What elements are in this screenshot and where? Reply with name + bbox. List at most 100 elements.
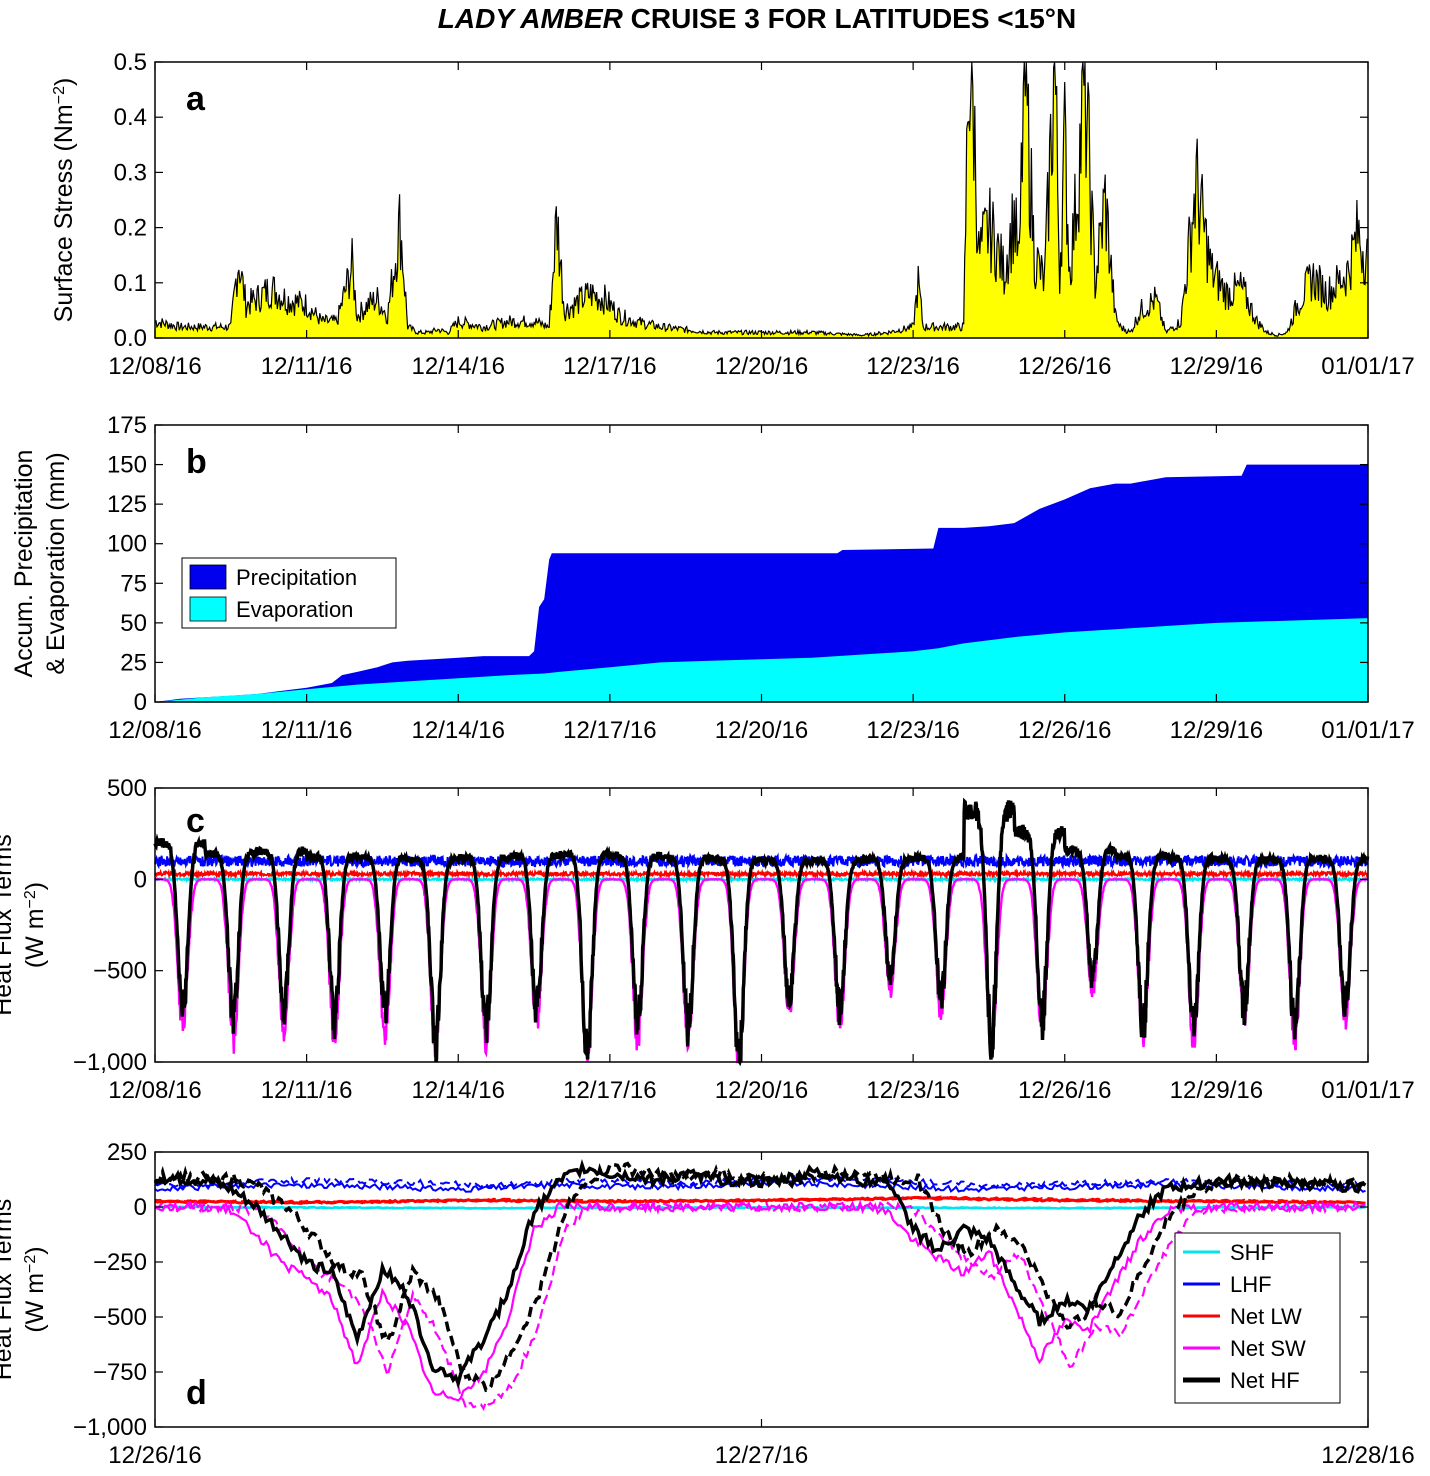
chart-title: LADY AMBER CRUISE 3 FOR LATITUDES <15°N xyxy=(438,3,1076,34)
legend-label-evaporation: Evaporation xyxy=(236,597,353,622)
panel-b-xtick-label: 12/17/16 xyxy=(563,717,656,744)
panel-b-ytick-label: 125 xyxy=(107,491,147,518)
legend-box xyxy=(1174,1232,1341,1404)
panel-c-ylabel-line1: Heat Flux Terms xyxy=(0,834,17,1016)
panel-a-ylabel-superscript: −2 xyxy=(51,86,68,104)
panel-a-ylabel-line1: Surface Stress (Nm−2) xyxy=(50,78,78,323)
panel-a-xtick-label: 12/11/16 xyxy=(261,353,353,380)
panel-c-xtick-label: 12/26/16 xyxy=(1018,1077,1111,1104)
net-hf-line xyxy=(153,1159,1367,1389)
panel-b-xtick-label: 12/08/16 xyxy=(108,717,201,744)
legend-swatch-evaporation xyxy=(189,596,227,622)
panel-a-xtick-label: 12/08/16 xyxy=(108,353,201,380)
surface-stress-area xyxy=(155,62,1368,338)
net-sw-line xyxy=(155,878,1368,1064)
legend-label-lhf: LHF xyxy=(1230,1272,1272,1297)
panel-d-label: d xyxy=(186,1374,207,1412)
panel-b-accumulated-precip-evap: 0 25 50 75 100 125 150 175 12/08/16 12/11/16 12/14… xyxy=(10,412,1415,744)
panel-c-ylabel-text: (W m xyxy=(21,908,49,968)
panel-d-ylabel-line1: Heat Flux Terms xyxy=(0,1199,17,1381)
panel-b-ytick-label: 0 xyxy=(134,689,147,716)
panel-b-ylabel-line1: Accum. Precipitation xyxy=(10,450,38,678)
panel-c-ylabel-superscript: −2 xyxy=(22,890,39,908)
panel-c-xtick-label: 01/01/17 xyxy=(1321,1077,1414,1104)
panel-a-ytick-label: 0.0 xyxy=(114,325,147,352)
panel-b-xtick-label: 12/11/16 xyxy=(261,717,353,744)
panel-b-xtick-label: 12/26/16 xyxy=(1018,717,1111,744)
net-lw-dashed-line xyxy=(154,1195,1366,1205)
panel-d-ylabel-text: (W m xyxy=(21,1273,49,1333)
panel-d-legend: SHF LHF Net LW Net SW Net HF xyxy=(1174,1232,1341,1404)
panel-b-ytick-label: 100 xyxy=(107,531,147,558)
panel-c-ylabel-line2: (W m−2) xyxy=(21,882,49,968)
panel-b-xtick-label: 12/29/16 xyxy=(1170,717,1263,744)
panel-c-ylabel-text-end: ) xyxy=(21,882,49,890)
panel-a-xtick-label: 12/29/16 xyxy=(1170,353,1263,380)
panel-a-ytick-label: 0.5 xyxy=(114,49,147,76)
panel-c-ytick-label: 0 xyxy=(134,866,147,893)
chart-title-italic: LADY AMBER xyxy=(438,3,624,34)
panel-b-ytick-label: 175 xyxy=(107,412,147,439)
panel-d-ytick-label: −500 xyxy=(93,1304,147,1331)
panel-c-xtick-label: 12/17/16 xyxy=(563,1077,656,1104)
panel-c-label: c xyxy=(186,802,205,840)
panel-c-ytick-label: 500 xyxy=(107,775,147,802)
panel-b-ytick-label: 75 xyxy=(120,570,147,597)
panel-b-ytick-label: 25 xyxy=(120,649,147,676)
panel-a-label: a xyxy=(186,80,206,118)
panel-d-xtick-label: 12/27/16 xyxy=(715,1442,808,1469)
panel-a-xtick-label: 12/23/16 xyxy=(866,353,959,380)
net-hf-line xyxy=(153,797,1370,1067)
panel-b-xtick-label: 12/20/16 xyxy=(715,717,808,744)
panel-d-ytick-label: 0 xyxy=(134,1194,147,1221)
panel-c-xtick-label: 12/23/16 xyxy=(866,1077,959,1104)
panel-a-surface-stress: 0.0 0.1 0.2 0.3 0.4 0.5 12/08/16 12/11/16 12/14/… xyxy=(50,49,1415,380)
legend-label-precipitation: Precipitation xyxy=(236,565,357,590)
panel-b-ylabel-text: Accum. Precipitation xyxy=(10,450,38,678)
panel-d-ylabel-text: Heat Flux Terms xyxy=(0,1199,17,1381)
legend-label-net-lw: Net LW xyxy=(1230,1304,1302,1329)
legend-label-net-hf: Net HF xyxy=(1230,1368,1300,1393)
panel-c-xtick-label: 12/29/16 xyxy=(1170,1077,1263,1104)
panel-c-xtick-label: 12/14/16 xyxy=(412,1077,505,1104)
evaporation-area xyxy=(155,618,1368,702)
panel-b-ylabel-line2: & Evaporation (mm) xyxy=(42,452,70,674)
panel-b-ylabel-text: & Evaporation (mm) xyxy=(42,452,70,674)
panel-d-ytick-label: 250 xyxy=(107,1139,147,1166)
legend-label-shf: SHF xyxy=(1230,1240,1274,1265)
panel-d-ytick-label: −250 xyxy=(93,1249,147,1276)
panel-d-heat-flux-zoom: −1,000 −750 −500 −250 0 250 12/26/16 12/27/16 12… xyxy=(0,1139,1415,1469)
panel-b-legend: Precipitation Evaporation xyxy=(181,557,397,629)
panel-a-xtick-label: 01/01/17 xyxy=(1321,353,1414,380)
panel-d-xtick-label: 12/28/16 xyxy=(1321,1442,1414,1469)
lhf-dashed-line xyxy=(154,1174,1367,1190)
panel-a-ylabel-text-end: ) xyxy=(50,78,78,86)
panel-b-xtick-label: 12/14/16 xyxy=(412,717,505,744)
panel-c-ytick-label: −500 xyxy=(93,958,147,985)
panel-d-ylabel-text-end: ) xyxy=(21,1246,49,1254)
panel-d-ytick-label: −750 xyxy=(93,1359,147,1386)
panel-b-ytick-label: 50 xyxy=(120,610,147,637)
net-hf-dashed-line xyxy=(153,1161,1368,1393)
panel-b-label: b xyxy=(186,443,207,481)
panel-c-ytick-label: −1,000 xyxy=(73,1049,147,1076)
panel-d-ylabel-line2: (W m−2) xyxy=(21,1246,49,1332)
legend-swatch-precipitation xyxy=(189,564,227,590)
panel-d-ylabel-superscript: −2 xyxy=(22,1255,39,1273)
panel-c-xtick-label: 12/08/16 xyxy=(108,1077,201,1104)
panel-a-ylabel-text: Surface Stress (Nm xyxy=(50,104,78,322)
panel-b-xtick-label: 01/01/17 xyxy=(1321,717,1414,744)
panel-a-xtick-label: 12/14/16 xyxy=(412,353,505,380)
panel-a-ytick-label: 0.4 xyxy=(114,104,147,131)
legend-label-net-sw: Net SW xyxy=(1230,1336,1306,1361)
panel-b-xtick-label: 12/23/16 xyxy=(866,717,959,744)
panel-a-ytick-label: 0.3 xyxy=(114,159,147,186)
panel-c-xtick-label: 12/20/16 xyxy=(715,1077,808,1104)
panel-a-xtick-label: 12/20/16 xyxy=(715,353,808,380)
panel-a-ytick-label: 0.1 xyxy=(114,270,147,297)
panel-c-xtick-label: 12/11/16 xyxy=(261,1077,353,1104)
net-lw-line xyxy=(154,868,1369,880)
panel-a-ytick-label: 0.2 xyxy=(114,215,147,242)
panel-a-xtick-label: 12/17/16 xyxy=(563,353,656,380)
panel-c-heat-flux: −1,000 −500 0 500 12/08/16 12/11/16 12/14/16 12… xyxy=(0,775,1415,1104)
